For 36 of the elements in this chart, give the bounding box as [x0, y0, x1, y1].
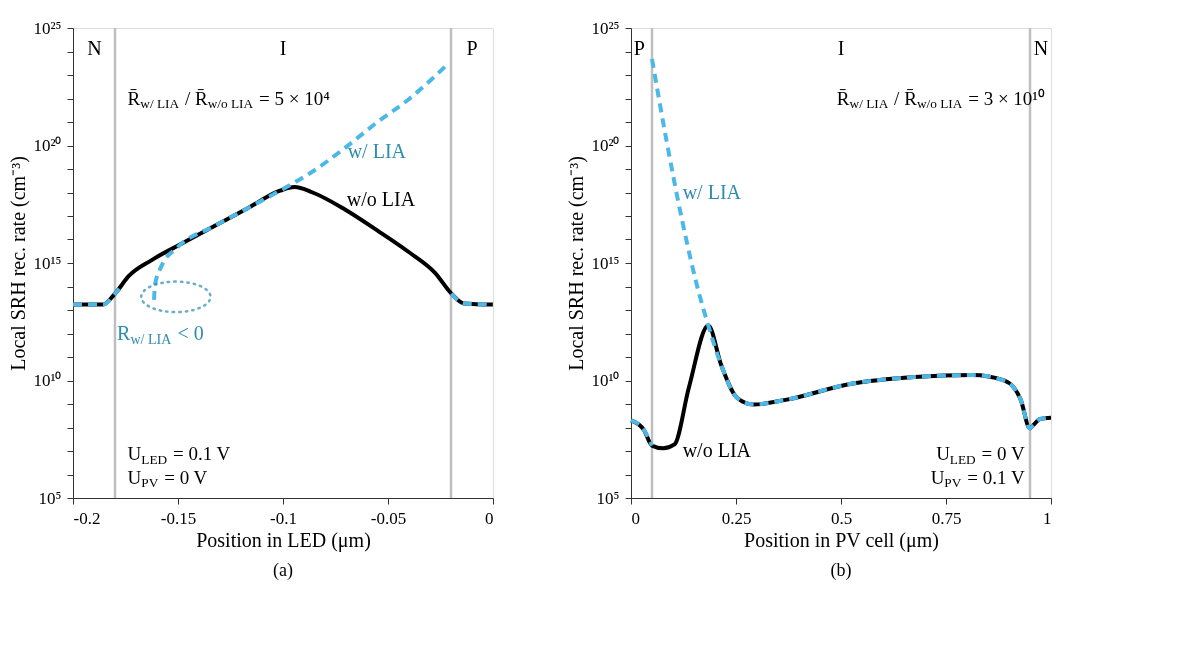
x-tick-label: 0: [485, 508, 494, 528]
series-label: w/ LIA: [347, 139, 407, 162]
y-tick-label: 10⁵: [596, 488, 620, 508]
annotation: I: [837, 37, 845, 60]
x-axis-title: Position in PV cell (μm): [744, 528, 939, 552]
annotation: P: [633, 37, 645, 60]
y-axis-title: Local SRH rec. rate (cm⁻³): [7, 156, 31, 371]
x-tick-label: 0: [631, 508, 640, 528]
y-tick-label: 10²⁰: [33, 136, 62, 155]
x-tick-label: 0.75: [931, 508, 962, 528]
y-tick-label: 10¹⁰: [33, 371, 62, 390]
annotation: I: [279, 37, 287, 60]
text: (b): [830, 560, 852, 581]
y-tick-label: 10²⁵: [591, 18, 620, 38]
text: (a): [273, 560, 293, 581]
x-tick-label: -0.1: [270, 508, 297, 528]
annotation: N: [87, 37, 102, 60]
y-tick-label: 10¹⁰: [591, 371, 620, 390]
annotation: N: [1033, 37, 1049, 60]
y-tick-label: 10¹⁵: [591, 253, 620, 273]
series-label: w/o LIA: [346, 188, 416, 211]
x-axis-title: Position in LED (μm): [196, 528, 371, 552]
series-label: w/ LIA: [682, 180, 742, 203]
x-tick-label: 1: [1043, 508, 1052, 528]
x-tick-label: 0.25: [721, 508, 752, 528]
series-label: w/o LIA: [682, 439, 752, 461]
x-tick-label: -0.15: [160, 508, 197, 528]
y-tick-label: 10²⁰: [591, 136, 620, 155]
y-axis-title: Local SRH rec. rate (cm⁻³): [565, 156, 589, 371]
y-tick-label: 10²⁵: [33, 18, 62, 38]
y-tick-label: 10⁵: [38, 488, 62, 508]
x-tick-label: -0.05: [370, 508, 407, 528]
x-tick-label: 0.5: [830, 508, 853, 528]
x-tick-label: -0.2: [73, 508, 101, 528]
annotation: P: [466, 37, 478, 60]
y-tick-label: 10¹⁵: [33, 253, 62, 273]
